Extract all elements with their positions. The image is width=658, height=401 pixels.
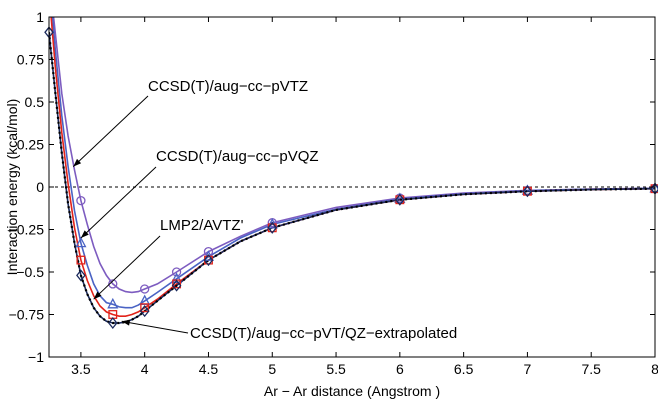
x-tick-label: 6 (396, 361, 404, 377)
annotation-pvqz: CCSD(T)/aug−cc−pVQZ (156, 148, 319, 165)
circle-marker (171, 267, 182, 277)
y-tick-label: 1 (36, 9, 44, 25)
triangle-marker (107, 297, 119, 309)
arrow-head (80, 230, 89, 238)
y-tick-label: −0.5 (16, 264, 44, 280)
y-tick-label: −1 (28, 349, 44, 365)
annotation-lmp2: LMP2/AVTZ' (160, 217, 244, 234)
curve-pvtz (52, 17, 655, 294)
annotation-pvtz: CCSD(T)/aug−cc−pVTZ (148, 78, 308, 95)
x-tick-label: 7 (524, 361, 532, 377)
x-tick-label: 5.5 (326, 361, 346, 377)
square-marker (140, 303, 150, 313)
annotation-arrow (121, 320, 189, 334)
y-tick-label: −0.75 (9, 307, 45, 323)
x-tick-label: 4 (141, 361, 149, 377)
diamond-marker (139, 305, 150, 318)
x-tick-label: 5 (268, 361, 276, 377)
curve-extrapolated-dotted (49, 32, 655, 325)
y-tick-label: 0.25 (17, 137, 44, 153)
diamond-marker (107, 316, 118, 330)
diamond-marker (395, 193, 405, 206)
annotation-arrow (93, 235, 161, 300)
x-tick-label: 4.5 (199, 361, 219, 377)
annotation-arrow (80, 166, 157, 239)
x-tick-label: 6.5 (454, 361, 474, 377)
y-tick-label: 0.5 (25, 94, 45, 110)
square-marker (76, 255, 86, 265)
circle-marker (108, 279, 118, 289)
x-tick-label: 8 (651, 361, 658, 377)
diamond-marker (203, 254, 214, 267)
circle-marker (76, 195, 86, 206)
triangle-marker (75, 236, 87, 248)
y-tick-label: 0 (36, 179, 44, 195)
x-tick-label: 3.5 (71, 361, 91, 377)
y-tick-label: 0.75 (17, 52, 44, 68)
annotation-extrapolated: CCSD(T)/aug−cc−pVT/QZ−extrapolated (190, 325, 457, 342)
y-tick-label: −0.25 (9, 222, 45, 238)
diamond-marker (171, 279, 182, 292)
diamond-marker (76, 269, 86, 282)
curve-pvqz (51, 17, 655, 309)
circle-marker (140, 284, 150, 294)
diamond-marker (267, 221, 278, 234)
y-axis-label: Interaction energy (kcal/mol) (4, 99, 20, 276)
x-tick-label: 7.5 (581, 361, 601, 377)
x-axis-label: Ar − Ar distance (Angstrom ) (264, 383, 440, 399)
diamond-marker (522, 185, 533, 198)
arrow-head (93, 291, 102, 300)
triangle-marker (170, 272, 183, 283)
arrow-head (121, 319, 131, 326)
annotation-arrow (72, 95, 149, 167)
arrow-head (73, 158, 82, 167)
